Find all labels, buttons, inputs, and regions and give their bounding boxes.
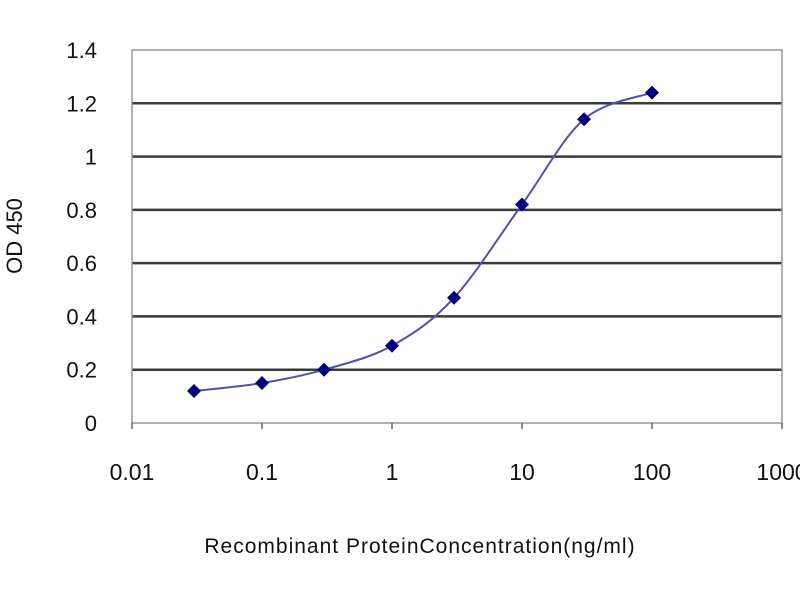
y-axis-title: OD 450: [2, 198, 27, 274]
y-tick-label: 0: [85, 411, 97, 436]
plot-area-border: [131, 49, 783, 424]
y-tick-label: 0.6: [66, 251, 97, 276]
y-tick-label: 1.2: [66, 91, 97, 116]
x-tick-label: 0.1: [246, 459, 278, 485]
x-tick-label: 10: [509, 459, 535, 485]
x-axis-title: Recombinant ProteinConcentration(ng/ml): [204, 535, 635, 558]
y-tick-label: 0.4: [66, 304, 97, 329]
data-point: [447, 290, 462, 305]
data-point: [255, 376, 269, 391]
data-point: [187, 384, 202, 399]
y-tick-label: 1.4: [66, 38, 97, 63]
x-tick-label: 0.01: [110, 459, 155, 485]
data-point: [577, 112, 592, 127]
data-point: [645, 85, 659, 100]
gridlines: [132, 102, 782, 371]
x-tick-label: 100: [633, 459, 671, 485]
data-point: [385, 338, 399, 353]
y-tick-label: 0.2: [66, 358, 97, 383]
y-axis: 0 0.2 0.4 0.6 0.8 1 1.2 1.4: [66, 38, 97, 436]
series: [187, 85, 659, 399]
y-tick-label: 0.8: [66, 198, 97, 223]
data-point: [317, 362, 332, 377]
data-point: [515, 197, 529, 212]
series-line: [193, 91, 653, 393]
y-tick-label: 1: [85, 145, 97, 170]
x-tick-label: 1: [386, 459, 399, 485]
